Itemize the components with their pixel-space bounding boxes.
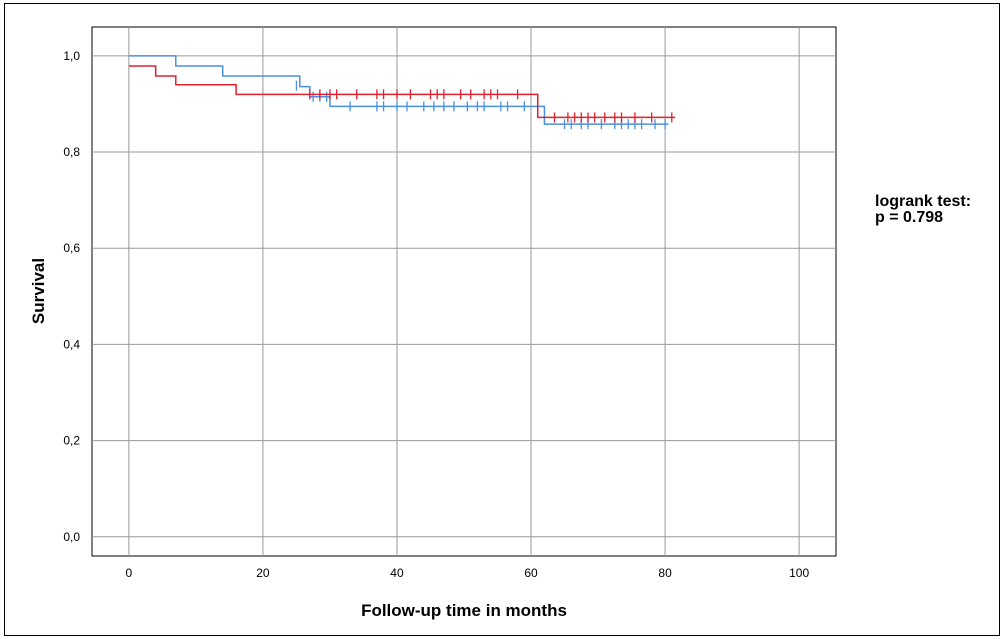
plot-area (91, 26, 837, 557)
x-tick-label: 0 (126, 566, 133, 580)
logrank-annotation: logrank test: p = 0.798 (875, 194, 971, 226)
x-tick-label: 40 (390, 566, 404, 580)
y-tick-label: 0,0 (63, 530, 80, 544)
x-tick-label: 20 (256, 566, 270, 580)
x-tick-label: 80 (658, 566, 672, 580)
tick-labels: 0,0 0,2 0,4 0,6 0,8 1,0 0 20 40 60 80 100 (63, 49, 809, 580)
annotation-line-2: p = 0.798 (875, 209, 944, 226)
x-tick-label: 60 (524, 566, 538, 580)
y-tick-label: 1,0 (63, 49, 80, 63)
figure-frame (4, 3, 1000, 636)
y-tick-label: 0,4 (63, 337, 80, 351)
series-group (128, 55, 676, 130)
series-2 (128, 65, 676, 123)
survival-curve (128, 55, 669, 125)
y-tick-label: 0,2 (63, 434, 80, 448)
y-tick-label: 0,6 (63, 241, 80, 255)
y-tick-label: 0,8 (63, 145, 80, 159)
series-1 (128, 55, 669, 130)
annotation-line-1: logrank test: (875, 193, 972, 210)
x-axis-title: Follow-up time in months (361, 601, 567, 620)
x-tick-label: 100 (789, 566, 809, 580)
survival-curve (128, 65, 676, 119)
grid (92, 27, 836, 556)
y-axis-title: Survival (29, 258, 48, 324)
